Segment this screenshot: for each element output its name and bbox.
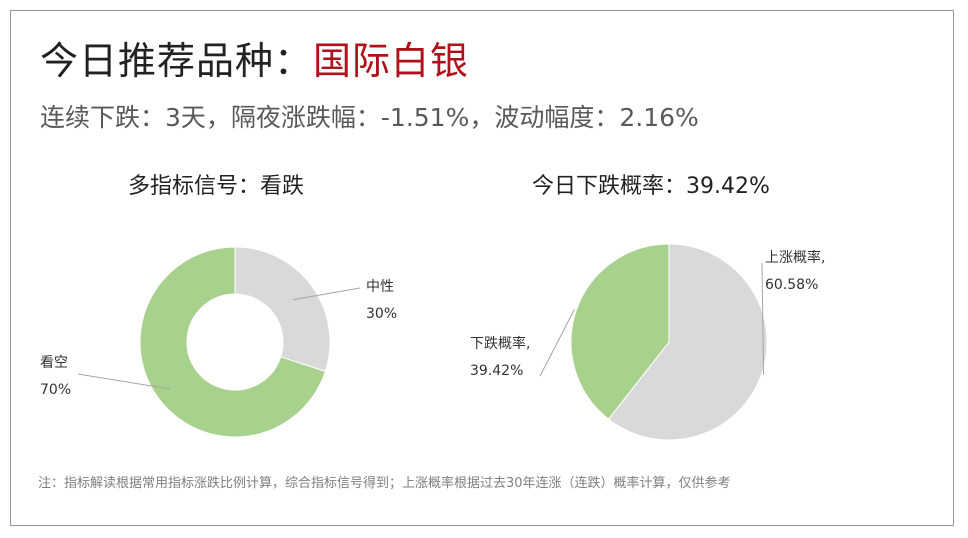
pie1-slice-1: [139, 246, 326, 438]
footnote: 注：指标解读根据常用指标涨跌比例计算，综合指标信号得到；上涨概率根据过去30年连…: [38, 476, 731, 491]
page-subtitle: 连续下跌：3天，隔夜涨跌幅：-1.51%，波动幅度：2.16%: [40, 103, 699, 132]
pie2-slice-0: [607, 243, 768, 441]
pie2-label-1: 下跌概率,: [470, 335, 530, 352]
pie1-leader-0: [293, 287, 361, 301]
chart-title-probability: 今日下跌概率：39.42%: [532, 174, 770, 199]
pie2-leader-0: [761, 262, 765, 375]
title-prefix: 今日推荐品种：: [40, 39, 314, 83]
pie2-value-1: 39.42%: [470, 363, 523, 379]
pie2-slice-1: [570, 243, 670, 420]
pie1-label-0: 中性: [366, 279, 394, 295]
pie2-label-0: 上涨概率,: [765, 249, 825, 266]
slide: [10, 10, 954, 526]
pie2-value-0: 60.58%: [765, 277, 818, 293]
pie1-label-1: 看空: [40, 355, 68, 371]
pie1-value-1: 70%: [40, 382, 71, 398]
title-highlight: 国际白银: [313, 39, 470, 83]
page-title: 今日推荐品种：国际白银: [40, 30, 469, 85]
chart-title-signal: 多指标信号：看跌: [128, 174, 305, 199]
pie1-value-0: 30%: [366, 306, 397, 322]
pie2-leader-1: [539, 309, 575, 377]
pie1-slice-0: [234, 246, 331, 372]
pie1-leader-1: [77, 373, 171, 390]
